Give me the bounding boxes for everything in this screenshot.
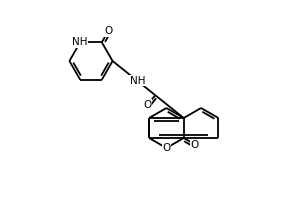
Text: O: O [143,100,152,110]
Text: O: O [191,140,199,149]
Text: O: O [104,26,112,36]
Text: O: O [162,143,170,153]
Text: NH: NH [73,37,88,47]
Text: NH: NH [130,76,145,86]
